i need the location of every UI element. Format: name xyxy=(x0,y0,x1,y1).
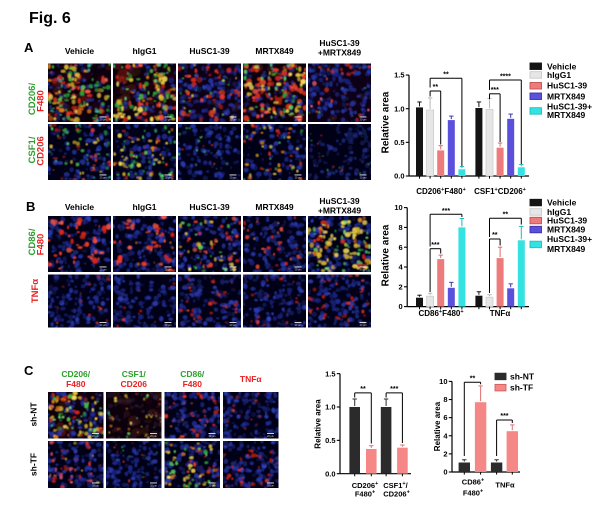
svg-text:HuSC1-39: HuSC1-39 xyxy=(319,38,359,48)
svg-text:HuSC1-39: HuSC1-39 xyxy=(189,46,229,56)
svg-text:1.5: 1.5 xyxy=(394,71,404,80)
svg-text:20 μm: 20 μm xyxy=(360,119,367,122)
svg-text:+MRTX849: +MRTX849 xyxy=(318,48,361,58)
svg-text:20 μm: 20 μm xyxy=(295,177,302,180)
svg-text:0: 0 xyxy=(399,302,403,311)
svg-text:20 μm: 20 μm xyxy=(92,435,99,438)
svg-text:F480: F480 xyxy=(36,90,47,112)
svg-text:TNFα: TNFα xyxy=(30,279,41,303)
svg-text:20 μm: 20 μm xyxy=(100,324,107,327)
svg-text:6: 6 xyxy=(399,243,403,252)
svg-text:MRTX849: MRTX849 xyxy=(547,110,586,120)
svg-text:CSF1+CD206+: CSF1+CD206+ xyxy=(474,187,526,196)
svg-text:HuSC1-39+: HuSC1-39+ xyxy=(547,234,592,244)
svg-text:20 μm: 20 μm xyxy=(295,269,302,272)
svg-text:hIgG1: hIgG1 xyxy=(547,70,571,80)
svg-text:20 μm: 20 μm xyxy=(360,269,367,272)
svg-text:***: *** xyxy=(431,242,439,249)
svg-text:CD206/: CD206/ xyxy=(61,369,90,379)
svg-text:***: *** xyxy=(442,208,450,215)
svg-text:20 μm: 20 μm xyxy=(165,177,172,180)
svg-text:20 μm: 20 μm xyxy=(230,324,237,327)
svg-text:CD86/: CD86/ xyxy=(180,369,205,379)
svg-text:Vehicle: Vehicle xyxy=(65,46,95,56)
svg-text:20 μm: 20 μm xyxy=(360,177,367,180)
svg-text:20 μm: 20 μm xyxy=(360,324,367,327)
svg-text:CSF1/: CSF1/ xyxy=(122,369,147,379)
svg-text:Relative area: Relative area xyxy=(381,91,392,153)
svg-text:**: ** xyxy=(503,212,509,219)
svg-text:HuSC1-39: HuSC1-39 xyxy=(547,81,587,91)
svg-text:CD206: CD206 xyxy=(121,379,148,389)
svg-text:F480: F480 xyxy=(183,379,203,389)
svg-text:Vehicle: Vehicle xyxy=(65,202,95,212)
svg-text:1.0: 1.0 xyxy=(394,104,404,113)
svg-text:MRTX849: MRTX849 xyxy=(547,91,586,101)
svg-text:20 μm: 20 μm xyxy=(150,435,157,438)
svg-text:20 μm: 20 μm xyxy=(100,119,107,122)
svg-text:**: ** xyxy=(433,84,439,91)
svg-text:+MRTX849: +MRTX849 xyxy=(318,206,361,216)
svg-text:8: 8 xyxy=(399,223,403,232)
svg-text:20 μm: 20 μm xyxy=(165,324,172,327)
svg-text:20 μm: 20 μm xyxy=(100,269,107,272)
svg-text:****: **** xyxy=(500,74,511,81)
svg-text:C: C xyxy=(24,363,34,378)
svg-text:CD206+F480+: CD206+F480+ xyxy=(416,187,466,196)
svg-text:MRTX849: MRTX849 xyxy=(255,202,294,212)
svg-text:**: ** xyxy=(492,232,498,239)
svg-text:sh-TF: sh-TF xyxy=(29,453,39,476)
svg-text:TNFα: TNFα xyxy=(240,374,263,384)
svg-text:Relative area: Relative area xyxy=(381,224,392,286)
svg-text:20 μm: 20 μm xyxy=(165,119,172,122)
svg-text:20 μm: 20 μm xyxy=(100,177,107,180)
svg-text:hIgG1: hIgG1 xyxy=(132,202,156,212)
svg-text:2: 2 xyxy=(399,282,403,291)
svg-text:TNFα: TNFα xyxy=(490,309,511,318)
svg-text:***: *** xyxy=(491,87,499,94)
svg-text:20 μm: 20 μm xyxy=(230,269,237,272)
svg-text:sh-NT: sh-NT xyxy=(29,402,39,427)
svg-text:20 μm: 20 μm xyxy=(295,119,302,122)
svg-text:**: ** xyxy=(443,72,449,79)
svg-text:0.5: 0.5 xyxy=(394,138,404,147)
svg-text:20 μm: 20 μm xyxy=(230,177,237,180)
svg-text:MRTX849: MRTX849 xyxy=(255,46,294,56)
svg-text:20 μm: 20 μm xyxy=(267,435,274,438)
svg-text:HuSC1-39: HuSC1-39 xyxy=(319,196,359,206)
svg-text:hIgG1: hIgG1 xyxy=(132,46,156,56)
svg-text:F480: F480 xyxy=(36,234,47,256)
svg-text:A: A xyxy=(24,40,34,55)
svg-text:20 μm: 20 μm xyxy=(165,269,172,272)
svg-text:HuSC1-39: HuSC1-39 xyxy=(189,202,229,212)
svg-text:B: B xyxy=(26,199,35,214)
svg-text:F480: F480 xyxy=(66,379,86,389)
svg-text:20 μm: 20 μm xyxy=(150,485,157,488)
svg-text:Fig. 6: Fig. 6 xyxy=(29,10,71,27)
svg-text:20 μm: 20 μm xyxy=(230,119,237,122)
svg-text:20 μm: 20 μm xyxy=(295,324,302,327)
svg-text:20 μm: 20 μm xyxy=(209,435,216,438)
svg-text:CD206: CD206 xyxy=(36,136,47,166)
svg-text:0.0: 0.0 xyxy=(394,172,404,181)
svg-text:20 μm: 20 μm xyxy=(92,485,99,488)
svg-text:10: 10 xyxy=(394,203,402,212)
svg-text:MRTX849: MRTX849 xyxy=(547,244,586,254)
